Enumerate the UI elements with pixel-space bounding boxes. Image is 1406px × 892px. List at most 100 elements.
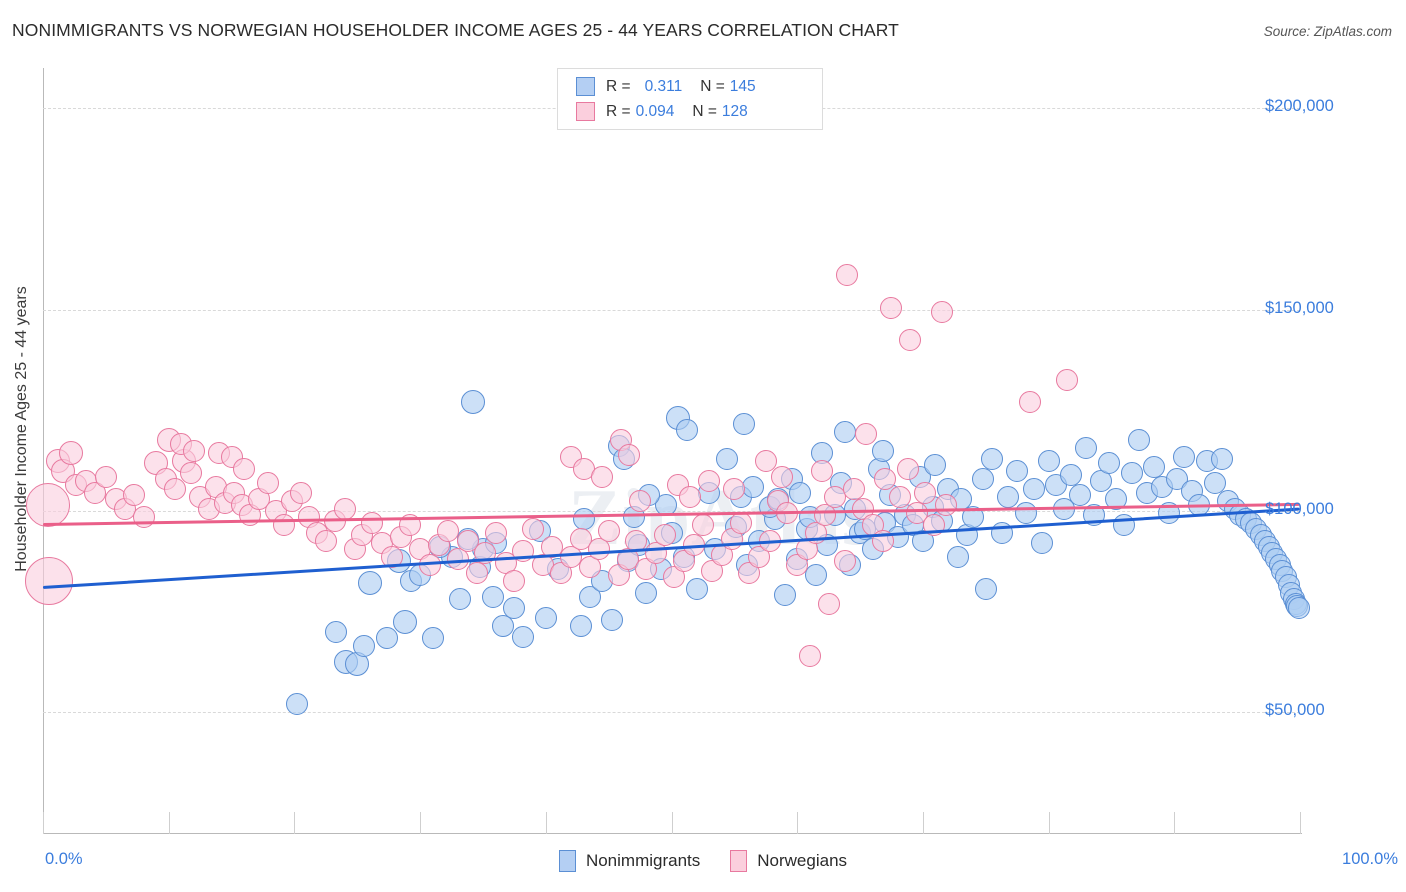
data-point-nonimmigrants [1037,449,1060,472]
data-point-norwegians [541,536,564,559]
data-point-norwegians [381,546,404,569]
data-point-norwegians [679,485,702,508]
x-axis-line [43,833,1302,834]
data-point-norwegians [905,501,928,524]
r-value-nonimmigrants: 0.311 [644,77,683,95]
data-point-norwegians [617,443,640,466]
data-point-nonimmigrants [685,578,708,601]
data-point-norwegians [273,513,296,536]
data-point-nonimmigrants [1022,477,1045,500]
x-axis-tick [1174,812,1176,834]
legend-label-norwegians: Norwegians [757,851,848,870]
data-point-norwegians [144,450,169,475]
data-point-norwegians [811,459,834,482]
data-point-norwegians [578,556,601,579]
data-point-norwegians [122,483,145,506]
data-point-norwegians [729,511,752,534]
data-point-norwegians [896,457,919,480]
data-point-nonimmigrants [773,584,796,607]
data-point-norwegians [503,570,526,593]
data-point-norwegians [874,467,897,490]
data-point-nonimmigrants [1006,459,1029,482]
data-point-nonimmigrants [393,609,418,634]
data-point-norwegians [817,592,840,615]
y-axis-tick-label: $200,000 [1265,97,1334,116]
data-point-norwegians [465,562,488,585]
y-axis-title: Householder Income Ages 25 - 44 years [13,286,30,572]
y-axis-tick-label: $150,000 [1265,298,1334,317]
x-axis-tick [797,812,799,834]
r-label-nonimmigrants: R = [606,77,631,95]
data-point-nonimmigrants [352,634,375,657]
data-point-norwegians [289,481,312,504]
x-axis-tick [1300,812,1301,834]
r-value-norwegians: 0.094 [635,102,675,120]
data-point-nonimmigrants [981,447,1004,470]
legend-swatch-icon-nonimmigrants [558,850,576,872]
series-legend: Nonimmigrants Norwegians [0,850,1406,872]
legend-item-nonimmigrants[interactable]: Nonimmigrants [558,850,700,872]
x-axis-tick [168,812,170,834]
legend-swatch-norwegians [576,102,595,121]
data-point-norwegians [522,518,545,540]
data-point-nonimmigrants [512,625,535,648]
x-axis-tick [43,812,44,834]
data-point-nonimmigrants [805,564,828,587]
data-point-norwegians [233,457,256,480]
data-point-norwegians [691,513,714,536]
legend-item-norwegians[interactable]: Norwegians [730,850,847,872]
x-axis-tick [671,812,673,834]
data-point-nonimmigrants [578,586,601,609]
data-point-nonimmigrants [601,608,624,631]
data-point-norwegians [597,520,620,543]
data-point-norwegians [569,528,592,551]
data-point-nonimmigrants [635,582,658,605]
data-point-norwegians [436,520,459,543]
data-point-norwegians [798,644,821,667]
data-point-nonimmigrants [924,453,947,476]
data-point-norwegians [654,524,677,547]
r-label-norwegians: R = [606,102,631,120]
data-point-norwegians [934,493,957,516]
data-point-norwegians [182,439,205,462]
data-point-nonimmigrants [1173,445,1196,468]
page-title: NONIMMIGRANTS VS NORWEGIAN HOUSEHOLDER I… [12,20,899,40]
data-point-nonimmigrants [715,447,738,470]
legend-swatch-nonimmigrants [576,77,595,96]
data-point-norwegians [855,423,878,446]
data-point-norwegians [361,511,384,534]
data-point-norwegians [771,465,794,488]
data-point-norwegians [880,296,903,319]
data-point-norwegians [83,481,106,504]
y-axis-tick-label: $50,000 [1265,701,1325,720]
data-point-norwegians [629,489,652,512]
data-point-nonimmigrants [1211,447,1234,470]
data-point-nonimmigrants [1060,463,1083,486]
data-point-nonimmigrants [534,606,557,629]
data-point-nonimmigrants [492,614,515,637]
data-point-nonimmigrants [324,620,347,643]
data-point-nonimmigrants [1069,483,1092,506]
x-axis-min-label: 0.0% [45,850,83,868]
x-axis-tick [1048,812,1050,834]
data-point-nonimmigrants [1287,596,1310,619]
data-point-nonimmigrants [997,485,1020,508]
data-point-nonimmigrants [974,578,997,601]
data-point-norwegians [833,550,856,573]
data-point-norwegians [591,465,614,488]
data-point-norwegians [163,477,186,500]
y-axis-tick-label: $100,000 [1265,499,1334,518]
data-point-norwegians [930,300,953,323]
data-point-nonimmigrants [742,475,765,498]
data-point-norwegians [132,505,155,528]
n-label-norwegians: N = [692,102,717,120]
data-point-norwegians [748,546,771,569]
x-axis-tick [294,812,296,834]
data-point-norwegians [26,482,71,527]
n-value-nonimmigrants: 145 [729,77,756,95]
data-point-nonimmigrants [1128,429,1151,452]
data-point-norwegians [314,530,337,553]
data-point-nonimmigrants [1143,455,1166,478]
data-point-nonimmigrants [833,421,856,444]
correlation-legend: R = 0.311 N = 145 R = 0.094 N = 128 [557,68,823,130]
